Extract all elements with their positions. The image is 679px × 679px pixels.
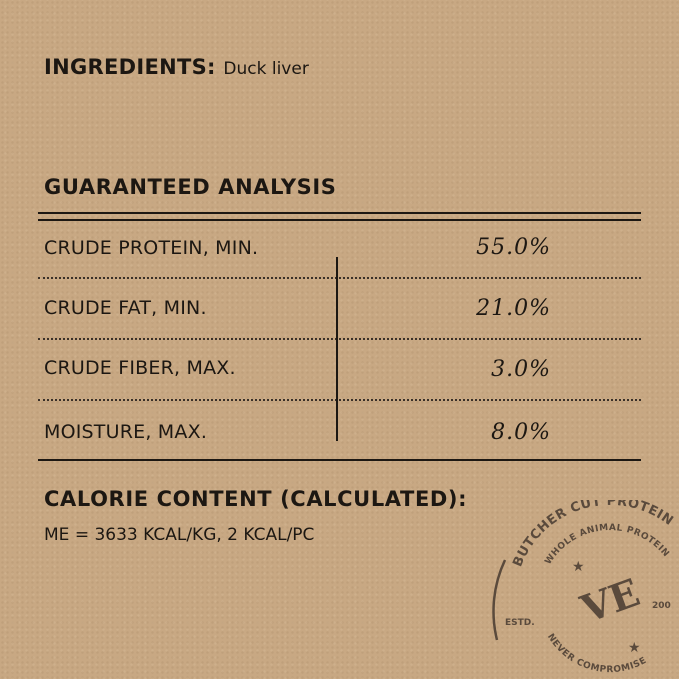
dotted-divider	[38, 399, 641, 401]
stamp-year: 200	[652, 601, 671, 611]
row-value: 21.0%	[476, 296, 551, 321]
star-icon: ★	[628, 640, 641, 656]
divider	[38, 219, 641, 221]
row-label: CRUDE PROTEIN, MIN.	[44, 237, 259, 259]
row-label: MOISTURE, MAX.	[44, 421, 208, 443]
stamp-estd: ESTD.	[505, 618, 535, 628]
stamp-logo-text: VE	[574, 569, 645, 632]
dotted-divider	[38, 338, 641, 340]
star-icon: ★	[572, 559, 585, 575]
row-label: CRUDE FAT, MIN.	[44, 297, 207, 319]
svg-text:WHOLE ANIMAL PROTEIN: WHOLE ANIMAL PROTEIN	[543, 523, 671, 567]
ingredients-value: Duck liver	[223, 59, 309, 79]
row-value: 3.0%	[491, 357, 551, 382]
row-value: 55.0%	[476, 235, 551, 260]
stamp-inner-text: WHOLE ANIMAL PROTEIN	[543, 523, 670, 567]
analysis-title: GUARANTEED ANALYSIS	[44, 175, 337, 199]
calorie-title: CALORIE CONTENT (CALCULATED):	[44, 487, 468, 511]
brand-stamp-logo: BUTCHER CUT PROTEIN WHOLE ANIMAL PROTEIN…	[492, 500, 676, 675]
divider	[38, 459, 641, 461]
dotted-divider	[38, 277, 641, 279]
calorie-value: ME = 3633 KCAL/KG, 2 KCAL/PC	[44, 525, 315, 545]
row-label: CRUDE FIBER, MAX.	[44, 357, 236, 379]
divider	[38, 212, 641, 214]
column-divider	[336, 257, 338, 441]
ingredients: INGREDIENTS: Duck liver	[44, 55, 309, 79]
ingredients-label: INGREDIENTS:	[44, 55, 216, 79]
row-value: 8.0%	[491, 420, 551, 445]
